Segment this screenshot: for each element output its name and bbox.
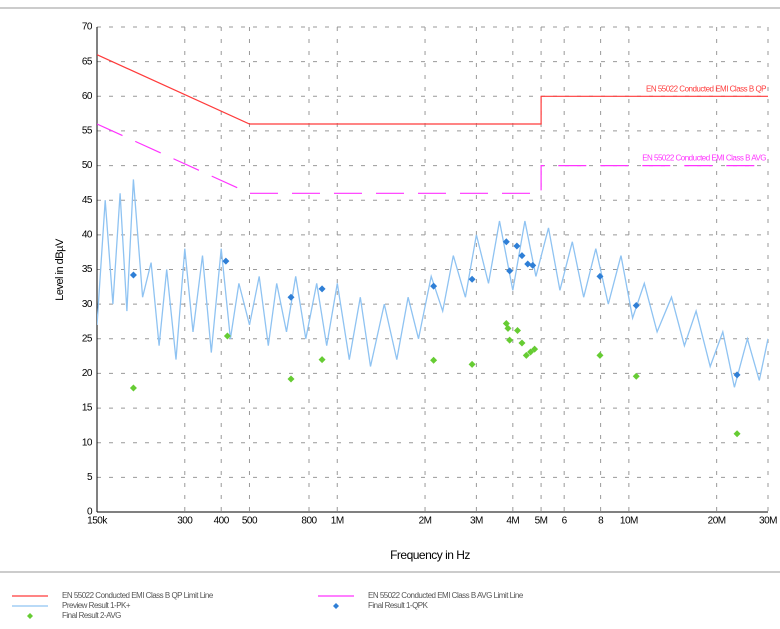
data-point	[733, 430, 741, 438]
legend-label: Preview Result 1-PK+	[62, 601, 131, 610]
data-point	[129, 384, 137, 392]
data-point	[287, 293, 295, 301]
data-point	[222, 257, 230, 265]
x-tick-label: 5M	[535, 516, 548, 527]
data-point	[318, 356, 326, 364]
data-point	[632, 302, 640, 310]
data-point	[529, 261, 537, 269]
y-tick-label: 45	[82, 195, 93, 206]
data-point	[733, 371, 741, 379]
y-tick-label: 35	[82, 264, 93, 275]
data-point	[524, 260, 532, 268]
data-point	[223, 332, 231, 340]
y-tick-label: 60	[82, 91, 93, 102]
y-tick-label: 40	[82, 229, 93, 240]
data-point	[518, 252, 526, 260]
data-point	[430, 356, 438, 364]
y-tick-label: 25	[82, 333, 93, 344]
legend-label: EN 55022 Conducted EMI Class B QP Limit …	[62, 591, 214, 600]
y-tick-label: 15	[82, 403, 93, 414]
data-point	[468, 275, 476, 283]
data-point	[513, 242, 521, 250]
data-point	[430, 282, 438, 290]
data-point	[506, 267, 514, 275]
y-tick-label: 20	[82, 368, 93, 379]
x-tick-label: 3M	[470, 516, 483, 527]
legend-marker	[333, 603, 339, 609]
data-point	[522, 351, 530, 359]
data-point	[513, 326, 521, 334]
y-axis-label: Level in dBµV	[54, 238, 66, 301]
legend-label: EN 55022 Conducted EMI Class B AVG Limit…	[368, 591, 524, 600]
data-point	[596, 272, 604, 280]
data-point	[531, 345, 539, 353]
data-point	[506, 336, 514, 344]
legend-label: Final Result 2-AVG	[62, 611, 121, 620]
legend-marker	[27, 613, 33, 619]
y-tick-label: 30	[82, 299, 93, 310]
data-point	[318, 285, 326, 293]
y-tick-label: 55	[82, 126, 93, 137]
data-point	[502, 238, 510, 246]
y-tick-label: 0	[87, 507, 93, 518]
y-tick-label: 10	[82, 437, 93, 448]
data-point	[504, 324, 512, 332]
x-tick-label: 30M	[759, 516, 777, 527]
line-annotation: EN 55022 Conducted EMI Class B AVG	[642, 154, 766, 163]
x-tick-label: 2M	[419, 516, 432, 527]
x-tick-label: 4M	[506, 516, 519, 527]
series-line	[97, 123, 768, 194]
y-tick-label: 5	[87, 472, 93, 483]
series-line	[97, 54, 768, 125]
data-point	[129, 271, 137, 279]
x-tick-label: 500	[242, 516, 258, 527]
data-point	[632, 372, 640, 380]
x-tick-label: 400	[214, 516, 230, 527]
x-tick-label: 300	[177, 516, 193, 527]
data-point	[287, 375, 295, 383]
y-tick-label: 50	[82, 160, 93, 171]
x-tick-label: 150k	[87, 516, 108, 527]
data-point	[518, 339, 526, 347]
x-tick-label: 1M	[331, 516, 344, 527]
x-tick-label: 6	[562, 516, 568, 527]
x-tick-label: 20M	[708, 516, 726, 527]
x-tick-label: 10M	[620, 516, 638, 527]
data-point	[596, 351, 604, 359]
data-point	[468, 360, 476, 368]
legend-label: Final Result 1-QPK	[368, 601, 429, 610]
y-tick-label: 65	[82, 56, 93, 67]
series-line	[97, 179, 768, 388]
x-tick-label: 8	[598, 516, 604, 527]
line-annotation: EN 55022 Conducted EMI Class B QP	[646, 84, 766, 93]
x-axis-label: Frequency in Hz	[390, 548, 470, 562]
x-tick-label: 800	[301, 516, 317, 527]
y-tick-label: 70	[82, 22, 93, 33]
